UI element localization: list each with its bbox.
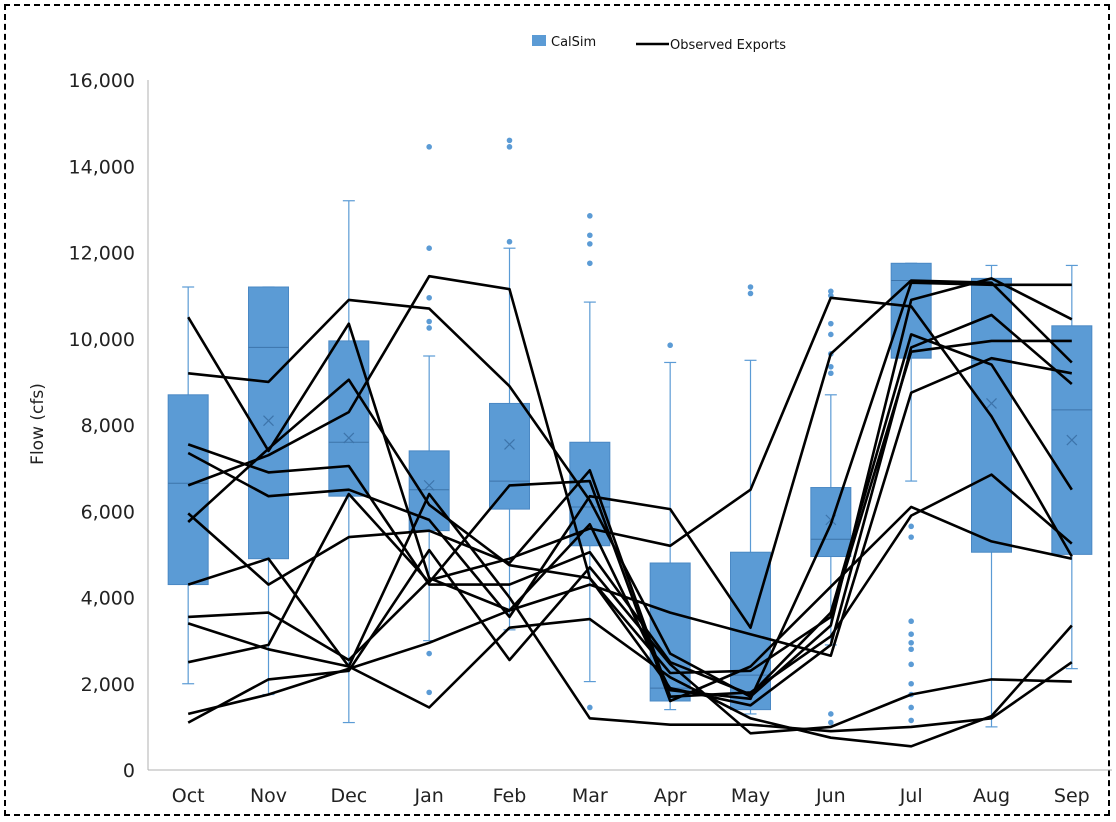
dashed-border [4, 4, 1110, 816]
mean-marker [423, 479, 435, 491]
box-iqr [408, 450, 450, 532]
outlier-point [908, 534, 914, 540]
outlier-point [506, 144, 513, 150]
outlier-point [908, 680, 914, 687]
y-tick-label: 6,000 [81, 501, 135, 523]
y-tick-label: 10,000 [69, 329, 135, 351]
outlier-point [426, 294, 432, 301]
outlier-point [587, 260, 593, 267]
outlier-point [908, 704, 914, 711]
box-iqr [489, 402, 530, 510]
x-tick-label: Feb [493, 785, 527, 807]
legend-calsim-label: CalSim [551, 35, 596, 50]
outlier-point [426, 144, 432, 150]
observed-export-line [187, 492, 1073, 733]
y-tick-label: 0 [123, 760, 135, 782]
outlier-point [426, 689, 432, 696]
observed-export-line [187, 468, 1073, 699]
observed-export-line [187, 274, 1073, 707]
boxes-layer [167, 137, 1093, 728]
outlier-point [587, 241, 593, 247]
outlier-point [667, 342, 673, 349]
outlier-point [828, 370, 834, 377]
x-tick-label: Oct [172, 785, 205, 807]
outlier-point [828, 711, 834, 717]
outlier-point [908, 661, 914, 668]
legend-calsim-swatch [532, 35, 546, 46]
outlier-point [506, 238, 513, 245]
observed-export-line [187, 479, 1073, 703]
x-tick-label: Nov [250, 785, 287, 807]
x-tick-label: Sep [1054, 785, 1090, 807]
legend: CalSim Observed Exports [532, 35, 786, 53]
x-tick-label: Jul [899, 785, 923, 807]
y-tick-label: 4,000 [81, 588, 135, 610]
outlier-point [908, 717, 914, 724]
observed-export-line [187, 548, 1072, 735]
lines-layer [187, 274, 1073, 748]
mean-marker [343, 432, 355, 444]
outlier-point [426, 325, 432, 331]
outlier-point [747, 284, 754, 290]
outlier-point [828, 320, 834, 327]
observed-export-line [187, 617, 1073, 748]
outlier-point [587, 704, 593, 711]
x-tick-label: Dec [330, 785, 367, 807]
observed-export-line [187, 279, 1073, 630]
outlier-point [908, 646, 914, 653]
legend-observed-label: Observed Exports [670, 38, 786, 53]
outlier-point [828, 331, 834, 338]
mean-marker [1066, 434, 1078, 446]
y-axis-title: Flow (cfs) [28, 383, 48, 465]
y-tick-label: 16,000 [69, 70, 135, 92]
x-tick-label: Aug [973, 785, 1010, 807]
outlier-point [908, 618, 914, 625]
x-tick-label: Apr [654, 785, 687, 807]
mean-marker [504, 438, 515, 450]
y-tick-label: 2,000 [81, 674, 135, 696]
outlier-point [426, 650, 432, 657]
observed-export-line [187, 333, 1073, 696]
x-tick-label: May [731, 785, 770, 807]
observed-export-line [188, 296, 1073, 662]
outlier-point [908, 639, 914, 646]
outlier-point [506, 137, 513, 144]
outlier-point [426, 318, 432, 325]
outlier-point [587, 213, 593, 219]
box-iqr [167, 394, 209, 586]
observed-export-line [188, 277, 1073, 699]
x-tick-label: Jan [414, 785, 444, 807]
box-iqr [649, 562, 691, 702]
mean-marker [986, 398, 997, 409]
mean-marker [263, 415, 274, 427]
outlier-point [908, 631, 914, 637]
outlier-point [828, 363, 834, 370]
outlier-point [828, 288, 834, 295]
y-tick-label: 8,000 [81, 415, 135, 437]
y-tick-label: 14,000 [69, 156, 135, 178]
axes-layer: 0 2,000 4,000 6,000 8,000 10,000 12,000 14,000 1… [69, 70, 1112, 807]
outlier-point [587, 232, 593, 239]
box-iqr [890, 262, 932, 359]
outlier-point [828, 719, 834, 726]
x-tick-label: Mar [572, 785, 608, 807]
observed-export-line [187, 339, 1072, 675]
outlier-point [747, 290, 754, 297]
outlier-point [426, 245, 432, 251]
x-tick-label: Jun [815, 785, 846, 807]
y-tick-label: 12,000 [69, 243, 135, 265]
box-iqr [248, 286, 289, 560]
outlier-point [908, 523, 914, 530]
